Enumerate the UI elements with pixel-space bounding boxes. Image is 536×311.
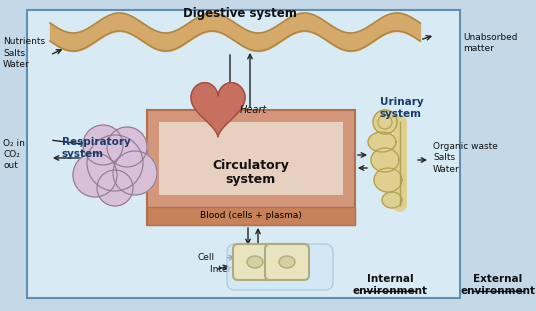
- Circle shape: [73, 153, 117, 197]
- Circle shape: [97, 170, 133, 206]
- FancyBboxPatch shape: [233, 244, 277, 280]
- Circle shape: [113, 151, 157, 195]
- Polygon shape: [371, 148, 399, 172]
- Circle shape: [83, 125, 123, 165]
- Text: Circulatory
system: Circulatory system: [213, 159, 289, 187]
- Circle shape: [87, 135, 143, 191]
- FancyBboxPatch shape: [227, 244, 333, 290]
- Text: Interstitial fluid: Interstitial fluid: [210, 266, 279, 275]
- Text: Respiratory
system: Respiratory system: [62, 137, 131, 159]
- Polygon shape: [374, 168, 402, 192]
- Text: Internal
environment: Internal environment: [353, 274, 428, 296]
- Text: Nutrients
Salts
Water: Nutrients Salts Water: [3, 37, 45, 69]
- FancyBboxPatch shape: [265, 244, 309, 280]
- Text: CO₂
out: CO₂ out: [3, 150, 20, 170]
- Bar: [147, 207, 355, 225]
- Bar: [147, 110, 355, 225]
- Text: Heart: Heart: [240, 105, 267, 115]
- Polygon shape: [382, 192, 402, 208]
- Polygon shape: [191, 83, 245, 137]
- Ellipse shape: [247, 256, 263, 268]
- Ellipse shape: [279, 256, 295, 268]
- Text: External
environment: External environment: [460, 274, 535, 296]
- Text: Urinary
system: Urinary system: [380, 97, 423, 119]
- Text: Organic waste
Salts
Water: Organic waste Salts Water: [433, 142, 498, 174]
- Polygon shape: [368, 132, 396, 152]
- Circle shape: [373, 110, 397, 134]
- Text: Blood (cells + plasma): Blood (cells + plasma): [200, 211, 302, 220]
- Bar: [159, 122, 343, 195]
- Text: Digestive system: Digestive system: [183, 7, 297, 20]
- Bar: [27, 10, 460, 298]
- Text: O₂ in: O₂ in: [3, 138, 25, 147]
- Text: Unabsorbed
matter: Unabsorbed matter: [463, 33, 517, 53]
- Text: Cell: Cell: [198, 253, 215, 262]
- Circle shape: [107, 127, 147, 167]
